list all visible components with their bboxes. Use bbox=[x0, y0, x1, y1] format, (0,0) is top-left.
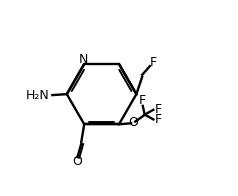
Text: O: O bbox=[129, 116, 139, 129]
Text: F: F bbox=[155, 103, 162, 116]
Text: O: O bbox=[73, 155, 82, 168]
Text: N: N bbox=[79, 53, 88, 66]
Text: F: F bbox=[150, 56, 157, 69]
Text: H₂N: H₂N bbox=[26, 89, 50, 102]
Text: F: F bbox=[155, 113, 162, 126]
Text: F: F bbox=[139, 94, 146, 107]
